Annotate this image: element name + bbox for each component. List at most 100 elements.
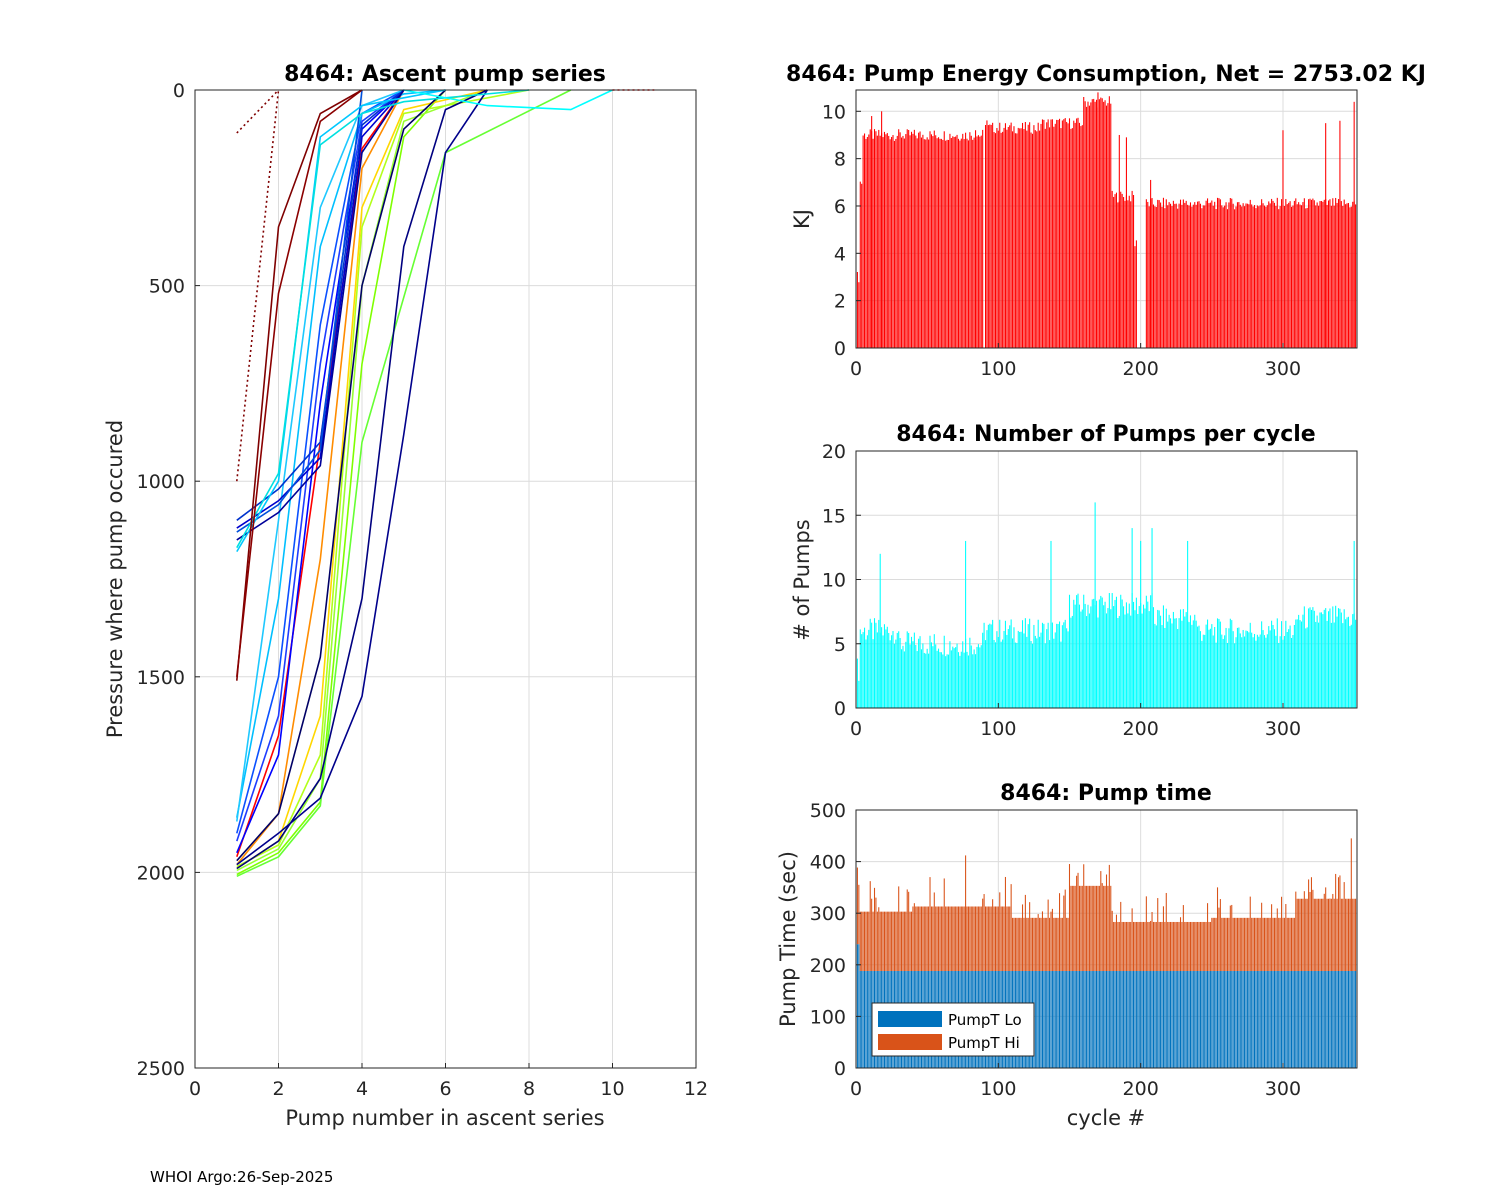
pumptime-lo-bar (1087, 970, 1089, 1068)
energy-bar (1161, 206, 1163, 348)
pumps-bar (1322, 614, 1324, 708)
pumptime-hi-bar (1343, 882, 1345, 971)
pumptime-lo-bar (1066, 970, 1068, 1068)
pumptime-hi-bar (1228, 917, 1230, 971)
ascent-xtick-label: 4 (356, 1078, 368, 1100)
pumps-bar (1047, 622, 1049, 708)
pumptime-hi-bar (939, 906, 941, 971)
pumps-bar (1060, 641, 1062, 708)
energy-bar (1103, 101, 1105, 348)
pumptime-hi-bar (1236, 917, 1238, 971)
energy-bar (1172, 200, 1174, 348)
pumptime-lo-bar (1039, 970, 1041, 1068)
energy-bar (1061, 120, 1063, 348)
pumps-bar (1010, 619, 1012, 708)
energy-bar (1124, 200, 1126, 348)
energy-bar (1170, 203, 1172, 348)
pumps-bar (1242, 629, 1244, 708)
pumptime-lo-bar (1036, 970, 1038, 1068)
pumptime-hi-bar (864, 911, 866, 971)
energy-bar (1121, 193, 1123, 348)
pumptime-hi-bar (1302, 898, 1304, 971)
pumptime-hi-bar (1086, 885, 1088, 971)
pumptime-hi-bar (926, 906, 928, 971)
energy-bar (898, 129, 900, 348)
pumptime-hi-bar (1312, 889, 1314, 971)
pumptime-hi-bar (1262, 917, 1264, 971)
energy-bar (1026, 130, 1028, 348)
pumptime-lo-bar (1124, 970, 1126, 1068)
pumptime-lo-bar (1333, 970, 1335, 1068)
energy-bar (959, 140, 961, 348)
pumptime-lo-bar (1214, 970, 1216, 1068)
energy-spike-bar (1097, 92, 1099, 349)
pumps-bar (1315, 621, 1317, 708)
pumptime-hi-bar (1187, 921, 1189, 971)
pumps-bar (899, 638, 901, 708)
pumps-bar (1349, 626, 1351, 708)
pumps-bar (930, 642, 932, 708)
pumptime-lo-bar (1068, 970, 1071, 1068)
energy-bar (1214, 201, 1216, 348)
energy-bar (922, 134, 924, 348)
pumptime-lo-bar (1281, 970, 1283, 1068)
pumptime-lo-bar (1305, 970, 1307, 1068)
energy-bar (1051, 119, 1053, 348)
pumps-bar (1347, 616, 1349, 708)
pumptime-lo-bar (1355, 970, 1357, 1068)
pumptime-lo-bar (1252, 970, 1254, 1068)
energy-bar (1216, 197, 1219, 348)
pumptime-lo-bar (1158, 970, 1160, 1068)
pumptime-lo-bar (1209, 970, 1211, 1068)
pumps-bar (1040, 632, 1042, 708)
pumptime-hi-bar (1303, 891, 1305, 971)
pumptime-lo-bar (1059, 970, 1061, 1068)
pumps-bar (1289, 625, 1291, 708)
pumptime-hi-bar (1184, 921, 1186, 971)
energy-bar (1199, 203, 1201, 348)
pumptime-hi-bar (1326, 898, 1328, 971)
pumptime-hi-bar (1208, 921, 1210, 971)
pumps-bar (1124, 614, 1126, 708)
pumps-bar (1041, 622, 1043, 708)
pumps-bar (926, 648, 928, 708)
energy-bar (1299, 204, 1301, 348)
ascent-chart: 0 2 4 6 8 10 12 0 500 1000 1500 2000 2500 8464: Asce… (103, 62, 708, 1130)
energy-bar (1127, 200, 1129, 348)
pumptime-lo-bar (1225, 970, 1227, 1068)
energy-bar (926, 137, 928, 348)
pumps-ytick-label: 5 (834, 634, 846, 656)
pumptime-hi-bar (891, 911, 893, 971)
energy-bar (1290, 206, 1293, 348)
energy-ytick-label: 0 (834, 338, 846, 360)
pumptime-lo-bar (1050, 970, 1052, 1068)
pumps-bar (1076, 595, 1078, 708)
pumps-bar (1273, 629, 1275, 708)
pumptime-lo-bar (1353, 970, 1355, 1068)
energy-bar (1221, 205, 1223, 348)
energy-bar (1205, 200, 1207, 348)
pumptime-lo-bar (865, 970, 867, 1068)
energy-bar (1178, 203, 1180, 348)
pumptime-hi-bar (1298, 898, 1300, 971)
energy-bar (994, 133, 997, 348)
energy-bar (1300, 205, 1303, 348)
pumptime-lo-bar (1347, 970, 1349, 1068)
pumps-bar (1332, 606, 1334, 708)
pumptime-lo-bar (1165, 970, 1167, 1068)
energy-bar (1034, 130, 1036, 348)
pumptime-lo-bar (1081, 970, 1083, 1068)
energy-bar (1355, 204, 1357, 348)
energy-bar (987, 125, 989, 348)
pumptime-ticks: 0 100 200 300 0 100 200 300 400 500 (810, 800, 1301, 1100)
pumps-bar (1272, 625, 1274, 708)
pumptime-lo-bar (1195, 970, 1197, 1068)
energy-bar (1031, 133, 1034, 348)
pumps-bar (1071, 615, 1073, 708)
pumptime-hi-bar (929, 877, 931, 971)
pumptime-hi-bar (1255, 917, 1257, 971)
pumptime-lo-bar (1053, 970, 1055, 1068)
energy-bar (1154, 206, 1156, 348)
pumptime-lo-bar (1162, 970, 1164, 1068)
